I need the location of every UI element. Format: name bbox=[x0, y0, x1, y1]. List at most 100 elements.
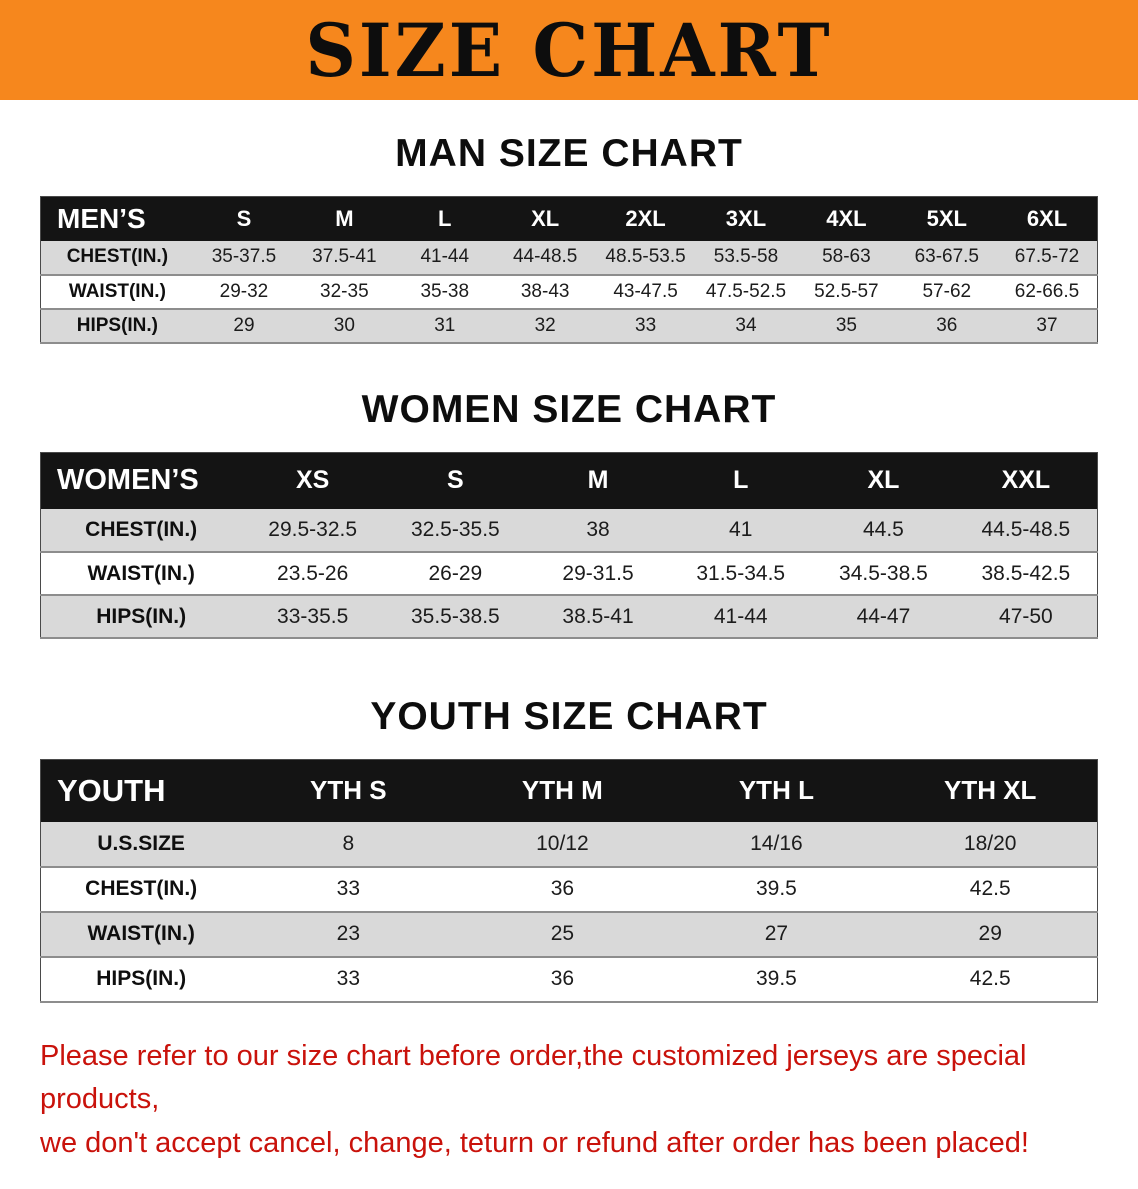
row-label-cell: WAIST(IN.) bbox=[41, 552, 242, 595]
women-size-header-cell: S bbox=[384, 452, 527, 509]
value-cell: 44.5 bbox=[812, 509, 955, 552]
value-cell: 37.5-41 bbox=[294, 241, 394, 275]
men-size-header-cell: 3XL bbox=[696, 197, 796, 241]
notice-line-2: we don't accept cancel, change, teturn o… bbox=[40, 1122, 1098, 1166]
youth-size-header-cell: YTH M bbox=[455, 760, 669, 822]
value-cell: 67.5-72 bbox=[997, 241, 1098, 275]
notice-line-1: Please refer to our size chart before or… bbox=[40, 1035, 1098, 1122]
value-cell: 38 bbox=[527, 509, 670, 552]
value-cell: 31.5-34.5 bbox=[669, 552, 812, 595]
row-label-cell: U.S.SIZE bbox=[41, 822, 242, 867]
women-table-title-cell: WOMEN’S bbox=[41, 452, 242, 509]
value-cell: 42.5 bbox=[883, 957, 1097, 1002]
value-cell: 52.5-57 bbox=[796, 275, 896, 309]
value-cell: 29 bbox=[194, 309, 294, 343]
value-cell: 29-32 bbox=[194, 275, 294, 309]
row-label-cell: HIPS(IN.) bbox=[41, 595, 242, 638]
value-cell: 47-50 bbox=[955, 595, 1098, 638]
value-cell: 48.5-53.5 bbox=[595, 241, 695, 275]
value-cell: 29 bbox=[883, 912, 1097, 957]
value-cell: 23.5-26 bbox=[241, 552, 384, 595]
value-cell: 62-66.5 bbox=[997, 275, 1098, 309]
value-cell: 36 bbox=[897, 309, 997, 343]
value-cell: 29.5-32.5 bbox=[241, 509, 384, 552]
value-cell: 33 bbox=[241, 957, 455, 1002]
youth-size-header-cell: YTH XL bbox=[883, 760, 1097, 822]
value-cell: 38-43 bbox=[495, 275, 595, 309]
value-cell: 33-35.5 bbox=[241, 595, 384, 638]
value-cell: 39.5 bbox=[669, 957, 883, 1002]
value-cell: 34.5-38.5 bbox=[812, 552, 955, 595]
women-size-header-cell: XL bbox=[812, 452, 955, 509]
value-cell: 27 bbox=[669, 912, 883, 957]
value-cell: 44-47 bbox=[812, 595, 955, 638]
value-cell: 35 bbox=[796, 309, 896, 343]
value-cell: 36 bbox=[455, 867, 669, 912]
men-size-header-cell: L bbox=[395, 197, 495, 241]
value-cell: 32 bbox=[495, 309, 595, 343]
value-cell: 44.5-48.5 bbox=[955, 509, 1098, 552]
value-cell: 36 bbox=[455, 957, 669, 1002]
value-cell: 41 bbox=[669, 509, 812, 552]
value-cell: 32.5-35.5 bbox=[384, 509, 527, 552]
value-cell: 25 bbox=[455, 912, 669, 957]
value-cell: 43-47.5 bbox=[595, 275, 695, 309]
value-cell: 38.5-42.5 bbox=[955, 552, 1098, 595]
value-cell: 30 bbox=[294, 309, 394, 343]
value-cell: 41-44 bbox=[669, 595, 812, 638]
row-label-cell: HIPS(IN.) bbox=[41, 957, 242, 1002]
value-cell: 39.5 bbox=[669, 867, 883, 912]
men-size-header-cell: M bbox=[294, 197, 394, 241]
value-cell: 42.5 bbox=[883, 867, 1097, 912]
row-label-cell: WAIST(IN.) bbox=[41, 912, 242, 957]
youth-section-heading: YOUTH SIZE CHART bbox=[0, 695, 1138, 739]
value-cell: 35.5-38.5 bbox=[384, 595, 527, 638]
value-cell: 63-67.5 bbox=[897, 241, 997, 275]
value-cell: 32-35 bbox=[294, 275, 394, 309]
value-cell: 14/16 bbox=[669, 822, 883, 867]
women-size-header-cell: L bbox=[669, 452, 812, 509]
men-table-title-cell: MEN’S bbox=[41, 197, 194, 241]
row-label-cell: CHEST(IN.) bbox=[41, 509, 242, 552]
value-cell: 57-62 bbox=[897, 275, 997, 309]
value-cell: 34 bbox=[696, 309, 796, 343]
value-cell: 44-48.5 bbox=[495, 241, 595, 275]
value-cell: 47.5-52.5 bbox=[696, 275, 796, 309]
value-cell: 38.5-41 bbox=[527, 595, 670, 638]
value-cell: 31 bbox=[395, 309, 495, 343]
value-cell: 33 bbox=[241, 867, 455, 912]
value-cell: 18/20 bbox=[883, 822, 1097, 867]
men-size-header-cell: 4XL bbox=[796, 197, 896, 241]
row-label-cell: CHEST(IN.) bbox=[41, 241, 194, 275]
value-cell: 29-31.5 bbox=[527, 552, 670, 595]
row-label-cell: WAIST(IN.) bbox=[41, 275, 194, 309]
value-cell: 37 bbox=[997, 309, 1098, 343]
women-size-header-cell: XXL bbox=[955, 452, 1098, 509]
page-title: SIZE CHART bbox=[305, 6, 832, 93]
men-size-header-cell: 6XL bbox=[997, 197, 1098, 241]
youth-size-header-cell: YTH L bbox=[669, 760, 883, 822]
women-section-heading: WOMEN SIZE CHART bbox=[0, 388, 1138, 432]
youth-table-title-cell: YOUTH bbox=[41, 760, 242, 822]
women-size-header-cell: M bbox=[527, 452, 670, 509]
value-cell: 33 bbox=[595, 309, 695, 343]
women-size-header-cell: XS bbox=[241, 452, 384, 509]
men-size-header-cell: XL bbox=[495, 197, 595, 241]
